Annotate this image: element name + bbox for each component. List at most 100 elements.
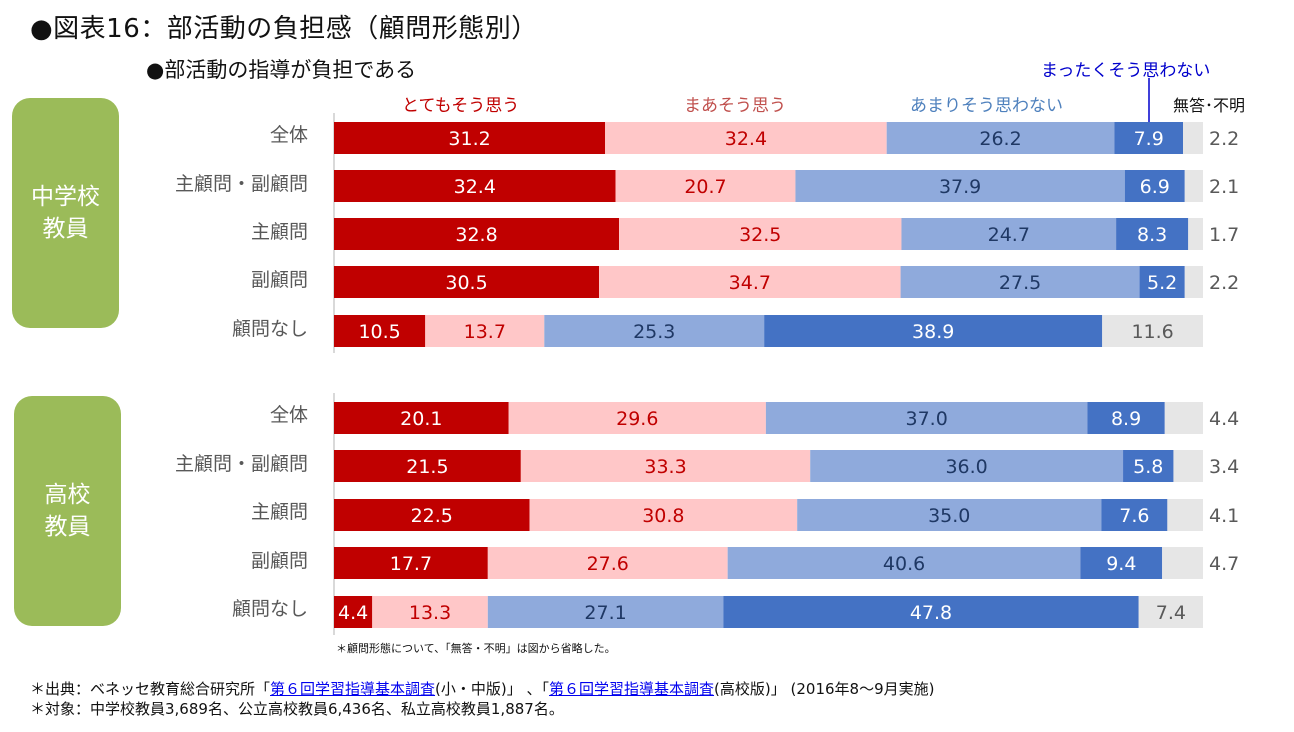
segment-somewhat-disagree bbox=[810, 450, 1124, 482]
row-label: 全体 bbox=[269, 404, 308, 426]
source-prefix: ＊出典：ベネッセ教育総合研究所「 bbox=[30, 680, 271, 698]
segment-somewhat-agree bbox=[425, 315, 545, 347]
legend-somewhat-disagree: あまりそう思わない bbox=[910, 96, 1063, 116]
source-mid: (小・中版)」 、「 bbox=[435, 680, 550, 698]
segment-no-answer bbox=[1167, 499, 1203, 531]
data-label: 20.1 bbox=[400, 408, 442, 430]
data-label: 2.2 bbox=[1209, 128, 1239, 150]
group-label-high-school: 高校 教員 bbox=[14, 396, 121, 626]
group-label-middle-school: 中学校 教員 bbox=[12, 98, 119, 328]
group-label-line: 教員 bbox=[44, 514, 91, 540]
segment-strongly-agree bbox=[334, 218, 620, 250]
segment-somewhat-agree bbox=[372, 596, 488, 628]
source-suffix: (高校版)」 (2016年8～9月実施) bbox=[714, 680, 935, 698]
data-label: 6.9 bbox=[1140, 176, 1170, 198]
segment-somewhat-agree bbox=[615, 170, 796, 202]
segment-somewhat-disagree bbox=[797, 499, 1102, 531]
segment-strongly-disagree bbox=[1123, 450, 1174, 482]
data-label: 7.4 bbox=[1156, 602, 1186, 624]
segment-somewhat-disagree bbox=[487, 596, 724, 628]
segment-strongly-agree bbox=[334, 266, 600, 298]
row-label: 主顧問 bbox=[250, 501, 308, 523]
data-label: 37.0 bbox=[906, 408, 948, 430]
survey-subjects: ＊対象：中学校教員3,689名、公立高校教員6,436名、私立高校教員1,887… bbox=[30, 700, 564, 718]
data-label: 13.7 bbox=[464, 321, 506, 343]
data-label: 3.4 bbox=[1209, 456, 1239, 478]
segment-strongly-agree bbox=[334, 122, 606, 154]
data-label: 22.5 bbox=[411, 505, 453, 527]
legend-no-answer: 無答･不明 bbox=[1173, 96, 1246, 115]
data-label: 32.5 bbox=[739, 224, 781, 246]
segment-strongly-disagree bbox=[1114, 122, 1184, 154]
row-label: 副顧問 bbox=[250, 550, 308, 572]
segment-somewhat-disagree bbox=[795, 170, 1125, 202]
segment-somewhat-disagree bbox=[727, 547, 1081, 579]
data-label: 4.4 bbox=[1209, 408, 1239, 430]
segment-strongly-agree bbox=[334, 170, 616, 202]
segment-strongly-disagree bbox=[1139, 266, 1185, 298]
segment-somewhat-agree bbox=[605, 122, 887, 154]
row-label: 主顧問 bbox=[250, 221, 308, 243]
data-label: 11.6 bbox=[1131, 321, 1173, 343]
legend-somewhat-agree: まあそう思う bbox=[684, 96, 786, 116]
segment-somewhat-disagree bbox=[886, 122, 1115, 154]
data-label: 5.2 bbox=[1147, 272, 1177, 294]
source-link-elementary-middle[interactable]: 第６回学習指導基本調査 bbox=[270, 680, 436, 698]
segment-no-answer bbox=[1102, 315, 1203, 347]
data-label: 33.3 bbox=[644, 456, 686, 478]
data-label: 2.2 bbox=[1209, 272, 1239, 294]
segment-no-answer bbox=[1162, 547, 1203, 579]
row-label: 顧問なし bbox=[231, 318, 308, 340]
data-label: 7.6 bbox=[1119, 505, 1149, 527]
segment-somewhat-disagree bbox=[901, 218, 1117, 250]
data-label: 26.2 bbox=[979, 128, 1021, 150]
data-label: 4.7 bbox=[1209, 553, 1239, 575]
segment-somewhat-disagree bbox=[544, 315, 765, 347]
data-label: 8.9 bbox=[1111, 408, 1141, 430]
data-label: 32.4 bbox=[454, 176, 496, 198]
data-label: 36.0 bbox=[945, 456, 987, 478]
row-label: 顧問なし bbox=[231, 598, 308, 620]
row-label: 主顧問・副顧問 bbox=[174, 173, 308, 195]
data-label: 1.7 bbox=[1209, 224, 1239, 246]
data-label: 21.5 bbox=[406, 456, 448, 478]
segment-somewhat-agree bbox=[520, 450, 811, 482]
segment-somewhat-agree bbox=[529, 499, 798, 531]
data-label: 25.3 bbox=[633, 321, 675, 343]
chart-subtitle: ●部活動の指導が負担である bbox=[146, 58, 417, 82]
data-label: 47.8 bbox=[910, 602, 952, 624]
segment-strongly-agree bbox=[334, 547, 488, 579]
segment-strongly-disagree bbox=[1116, 218, 1189, 250]
legend-strongly-agree: とてもそう思う bbox=[402, 96, 520, 116]
segment-strongly-disagree bbox=[1080, 547, 1163, 579]
row-label: 全体 bbox=[269, 124, 308, 146]
segment-somewhat-agree bbox=[487, 547, 728, 579]
segment-no-answer bbox=[1188, 218, 1203, 250]
segment-no-answer bbox=[1173, 450, 1203, 482]
row-label: 主顧問・副顧問 bbox=[174, 453, 308, 475]
segment-strongly-disagree bbox=[723, 596, 1139, 628]
data-label: 38.9 bbox=[912, 321, 954, 343]
source-link-high-school[interactable]: 第６回学習指導基本調査 bbox=[549, 680, 715, 698]
legend-strongly-disagree: まったくそう思わない bbox=[1041, 61, 1211, 81]
segment-strongly-disagree bbox=[1101, 499, 1168, 531]
data-label: 27.1 bbox=[584, 602, 626, 624]
data-label: 27.6 bbox=[587, 553, 629, 575]
data-label: 4.1 bbox=[1209, 505, 1239, 527]
segment-strongly-disagree bbox=[1087, 402, 1165, 434]
group-label-line: 高校 bbox=[44, 482, 91, 508]
segment-strongly-agree bbox=[334, 499, 530, 531]
segment-somewhat-disagree bbox=[765, 402, 1088, 434]
data-label: 32.8 bbox=[455, 224, 497, 246]
data-label: 37.9 bbox=[939, 176, 981, 198]
segment-no-answer bbox=[1164, 402, 1203, 434]
data-label: 17.7 bbox=[390, 553, 432, 575]
data-label: 30.5 bbox=[445, 272, 487, 294]
data-label: 35.0 bbox=[928, 505, 970, 527]
source-citation: ＊出典：ベネッセ教育総合研究所「第６回学習指導基本調査(小・中版)」 、「第６回… bbox=[30, 678, 934, 699]
group-label-line: 教員 bbox=[42, 216, 89, 242]
data-label: 13.3 bbox=[409, 602, 451, 624]
data-label: 10.5 bbox=[358, 321, 400, 343]
data-label: 2.1 bbox=[1209, 176, 1239, 198]
